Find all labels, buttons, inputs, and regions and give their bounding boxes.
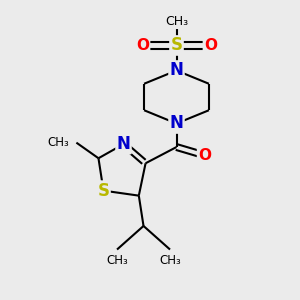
Text: S: S [170,37,182,55]
Text: N: N [117,135,130,153]
Text: O: O [136,38,149,53]
Text: S: S [98,182,110,200]
Text: O: O [198,148,211,163]
Text: N: N [169,61,183,80]
Text: CH₃: CH₃ [159,254,181,267]
Text: O: O [204,38,217,53]
Text: CH₃: CH₃ [165,15,188,28]
Text: CH₃: CH₃ [106,254,128,267]
Text: CH₃: CH₃ [47,136,69,149]
Text: N: N [169,115,183,133]
